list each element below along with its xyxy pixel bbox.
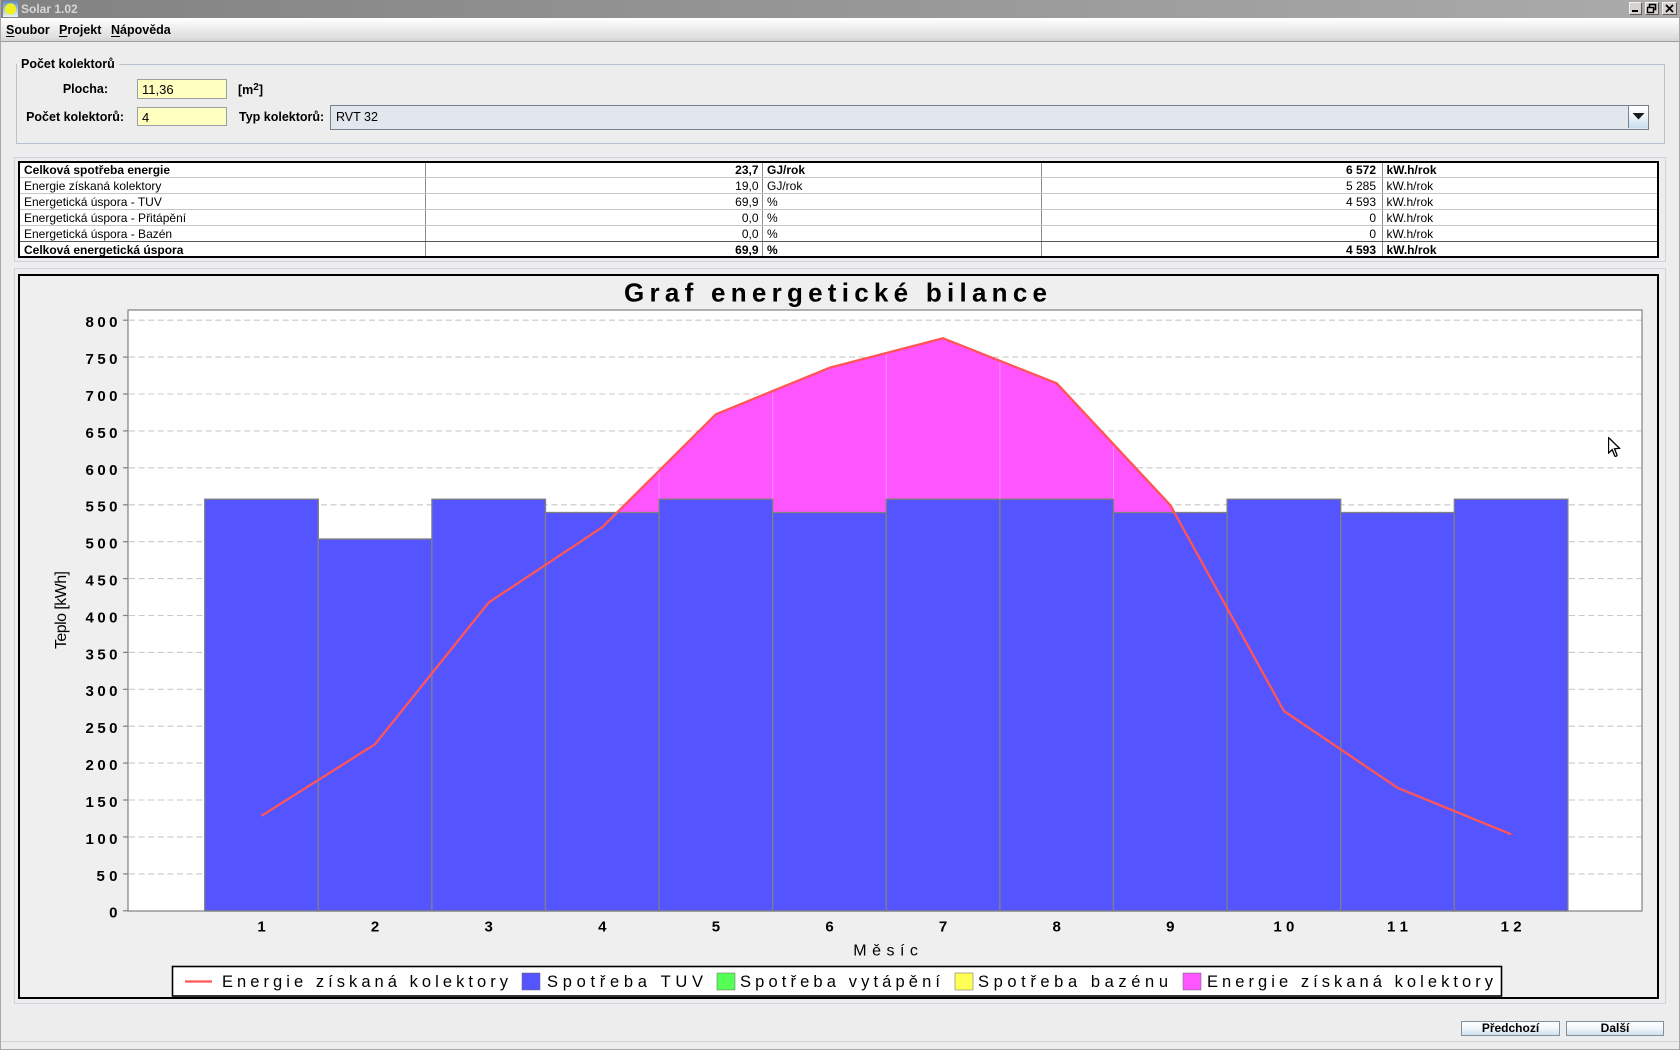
svg-text:10: 10 xyxy=(1273,919,1294,936)
svg-text:8: 8 xyxy=(1053,919,1061,936)
svg-text:5: 5 xyxy=(712,919,720,936)
svg-text:500: 500 xyxy=(86,536,118,553)
svg-text:400: 400 xyxy=(86,609,118,626)
svg-text:650: 650 xyxy=(86,425,118,442)
svg-text:300: 300 xyxy=(86,683,118,700)
svg-text:11: 11 xyxy=(1387,919,1408,936)
svg-text:Graf energetické bilance: Graf energetické bilance xyxy=(624,278,1047,308)
svg-text:Spotřeba vytápění: Spotřeba vytápění xyxy=(740,973,940,991)
svg-text:50: 50 xyxy=(97,868,118,885)
svg-text:3: 3 xyxy=(485,919,493,936)
svg-text:350: 350 xyxy=(86,646,118,663)
svg-text:1: 1 xyxy=(257,919,265,936)
svg-text:200: 200 xyxy=(86,757,118,774)
svg-text:7: 7 xyxy=(939,919,947,936)
svg-text:4: 4 xyxy=(598,919,607,936)
svg-text:6: 6 xyxy=(825,919,833,936)
svg-text:2: 2 xyxy=(371,919,379,936)
svg-text:250: 250 xyxy=(86,720,118,737)
svg-text:Energie získaná kolektory: Energie získaná kolektory xyxy=(222,973,509,991)
svg-text:800: 800 xyxy=(86,314,118,331)
svg-text:Spotřeba bazénu: Spotřeba bazénu xyxy=(978,973,1168,991)
svg-text:Energie získaná kolektory: Energie získaná kolektory xyxy=(1207,973,1494,991)
svg-text:100: 100 xyxy=(86,831,118,848)
svg-text:550: 550 xyxy=(86,499,118,516)
svg-text:450: 450 xyxy=(86,573,118,590)
svg-text:Měsíc: Měsíc xyxy=(853,943,918,960)
svg-text:700: 700 xyxy=(86,388,118,405)
svg-text:600: 600 xyxy=(86,462,118,479)
svg-text:Teplo [kWh]: Teplo [kWh] xyxy=(53,571,70,649)
svg-text:Spotřeba TUV: Spotřeba TUV xyxy=(547,973,703,991)
svg-text:9: 9 xyxy=(1166,919,1174,936)
svg-text:0: 0 xyxy=(109,905,117,922)
svg-text:750: 750 xyxy=(86,351,118,368)
svg-text:150: 150 xyxy=(86,794,118,811)
svg-text:12: 12 xyxy=(1501,919,1522,936)
